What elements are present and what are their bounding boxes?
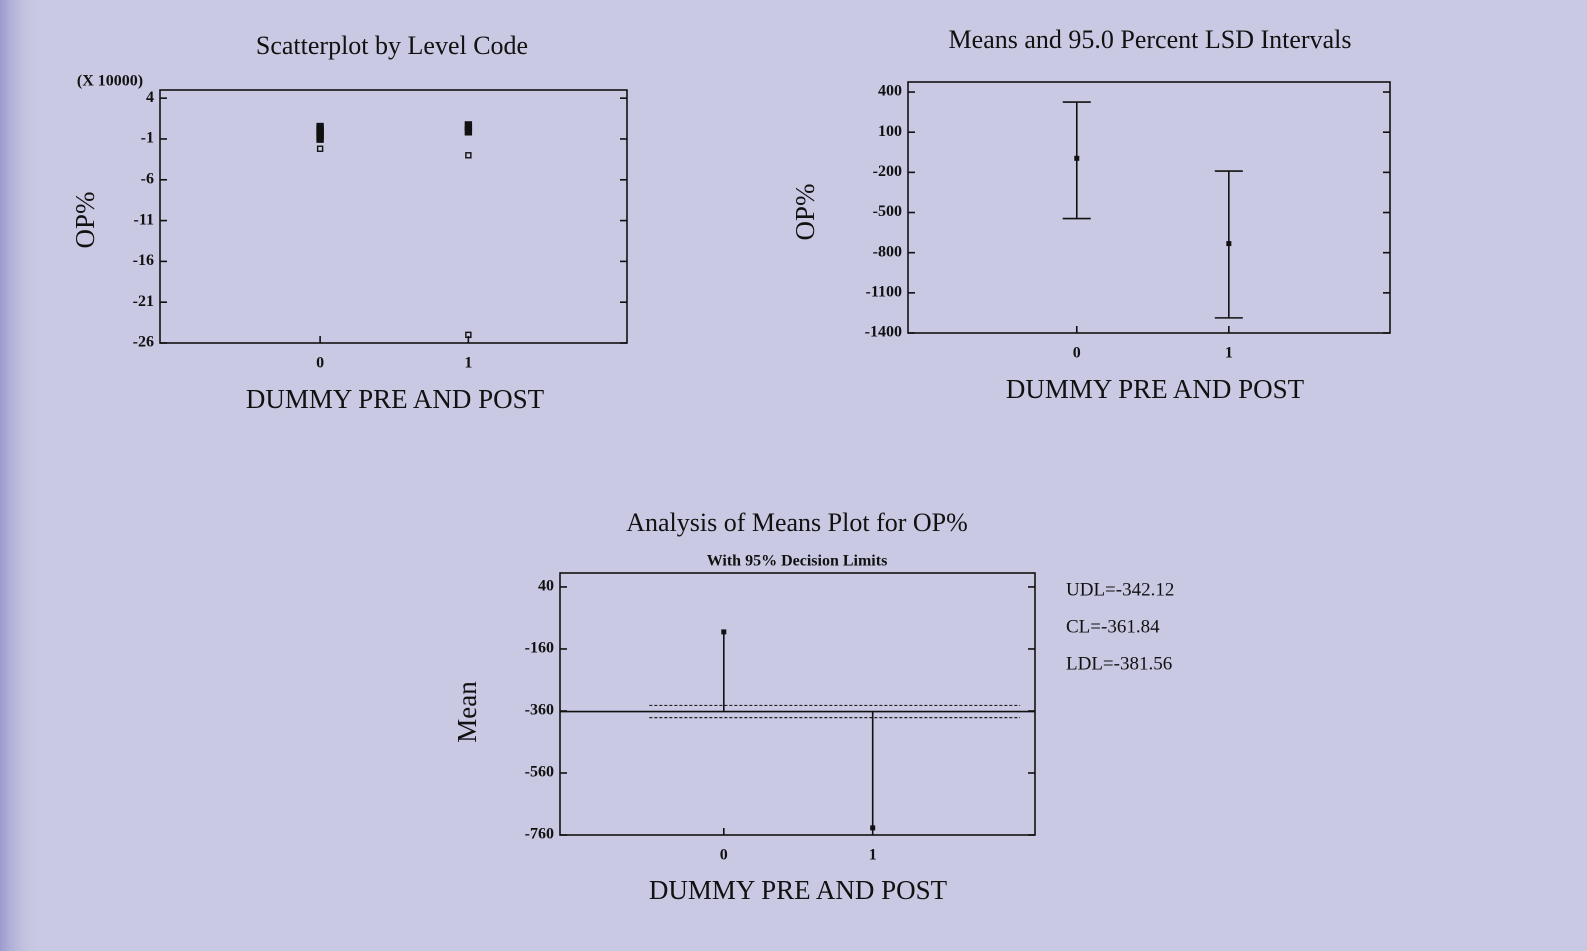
y-tick-label: -1 [141, 130, 154, 147]
y-tick-label: -560 [525, 764, 554, 781]
chart-title: Scatterplot by Level Code [256, 31, 528, 60]
x-axis-label: DUMMY PRE AND POST [246, 384, 545, 414]
y-tick-label: 40 [538, 578, 554, 595]
x-tick-label: 1 [869, 847, 877, 864]
x-axis-label: DUMMY PRE AND POST [649, 875, 948, 905]
x-tick-label: 1 [464, 355, 472, 372]
y-tick-label: -360 [525, 702, 554, 719]
chart-subtitle: With 95% Decision Limits [707, 553, 888, 570]
limit-annotation: LDL=-381.56 [1066, 653, 1172, 674]
x-axis-label: DUMMY PRE AND POST [1006, 374, 1305, 404]
y-tick-label: 400 [878, 83, 902, 100]
chart-title: Analysis of Means Plot for OP% [626, 508, 968, 537]
point [465, 152, 472, 159]
scan-edge [0, 0, 40, 951]
limit-annotation: CL=-361.84 [1066, 616, 1160, 637]
y-axis-label: OP% [70, 191, 100, 248]
x-tick-label: 0 [720, 847, 728, 864]
y-tick-label: -11 [134, 211, 154, 228]
y-tick-label: -160 [525, 640, 554, 657]
point [465, 331, 472, 339]
y-tick-label: 100 [878, 123, 902, 140]
plot-frame [559, 572, 1036, 836]
y-tick-label: -500 [873, 203, 902, 220]
plot-frame [907, 81, 1391, 334]
mean-point [870, 825, 876, 831]
limit-annotation: UDL=-342.12 [1066, 579, 1174, 600]
axis-multiplier: (X 10000) [77, 73, 143, 90]
y-tick-label: -16 [133, 252, 154, 269]
y-tick-label: -6 [141, 170, 154, 187]
y-tick-label: -26 [133, 334, 154, 351]
y-tick-label: -21 [133, 293, 154, 310]
y-axis-label: OP% [790, 183, 820, 240]
y-tick-label: -760 [525, 826, 554, 843]
mean-point [1226, 241, 1232, 247]
y-tick-label: 4 [146, 89, 154, 106]
y-tick-label: -200 [873, 163, 902, 180]
mean-point [1074, 155, 1080, 161]
y-tick-label: -1400 [865, 324, 902, 341]
mean-point [721, 629, 727, 635]
y-tick-label: -800 [873, 243, 902, 260]
x-tick-label: 0 [1073, 345, 1081, 362]
y-tick-label: -1100 [866, 284, 902, 301]
point [316, 145, 324, 152]
point [464, 126, 473, 136]
x-tick-label: 0 [316, 355, 324, 372]
y-axis-label: Mean [452, 681, 482, 743]
chart-title: Means and 95.0 Percent LSD Intervals [949, 25, 1352, 54]
point [316, 133, 324, 143]
x-tick-label: 1 [1225, 345, 1233, 362]
plot-frame [159, 89, 628, 344]
